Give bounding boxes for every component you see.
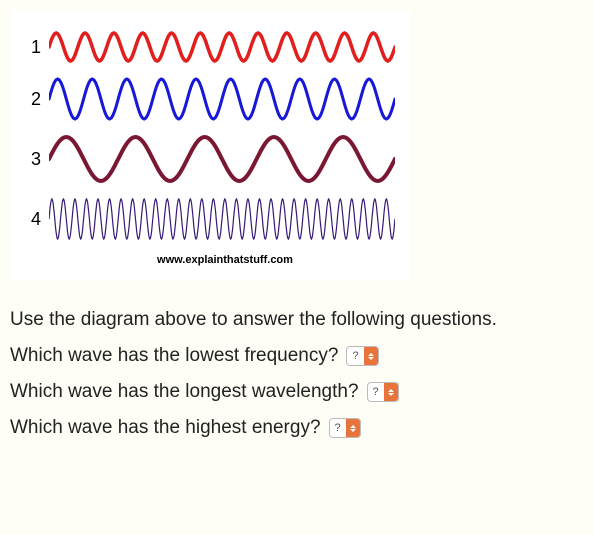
answer-value-2: ?: [368, 386, 384, 398]
question-2: Which wave has the longest wavelength??: [10, 381, 583, 403]
wave-row-2: 2: [25, 76, 395, 122]
instructions-text: Use the diagram above to answer the foll…: [10, 309, 583, 331]
answer-select-3[interactable]: ?: [329, 418, 361, 438]
wave-3: [49, 134, 395, 184]
select-arrows-icon[interactable]: [384, 383, 398, 401]
answer-value-3: ?: [330, 422, 346, 434]
answer-value-1: ?: [347, 350, 363, 362]
answer-select-2[interactable]: ?: [367, 382, 399, 402]
wave-diagram: 1 2 3 4 www.explainthatstuff.com: [10, 10, 410, 281]
question-text-2: Which wave has the longest wavelength?: [10, 381, 359, 403]
answer-select-1[interactable]: ?: [346, 346, 378, 366]
wave-label-4: 4: [25, 209, 49, 230]
wave-row-4: 4: [25, 196, 395, 242]
question-1: Which wave has the lowest frequency??: [10, 345, 583, 367]
question-text-1: Which wave has the lowest frequency?: [10, 345, 338, 367]
wave-1: [49, 30, 395, 64]
question-3: Which wave has the highest energy??: [10, 417, 583, 439]
wave-row-3: 3: [25, 134, 395, 184]
question-text-3: Which wave has the highest energy?: [10, 417, 321, 439]
wave-label-3: 3: [25, 149, 49, 170]
attribution-text: www.explainthatstuff.com: [25, 254, 395, 266]
wave-row-1: 1: [25, 30, 395, 64]
select-arrows-icon[interactable]: [364, 347, 378, 365]
questions-block: Use the diagram above to answer the foll…: [0, 281, 593, 439]
select-arrows-icon[interactable]: [346, 419, 360, 437]
wave-2: [49, 76, 395, 122]
wave-label-1: 1: [25, 37, 49, 58]
wave-4: [49, 196, 395, 242]
wave-label-2: 2: [25, 89, 49, 110]
